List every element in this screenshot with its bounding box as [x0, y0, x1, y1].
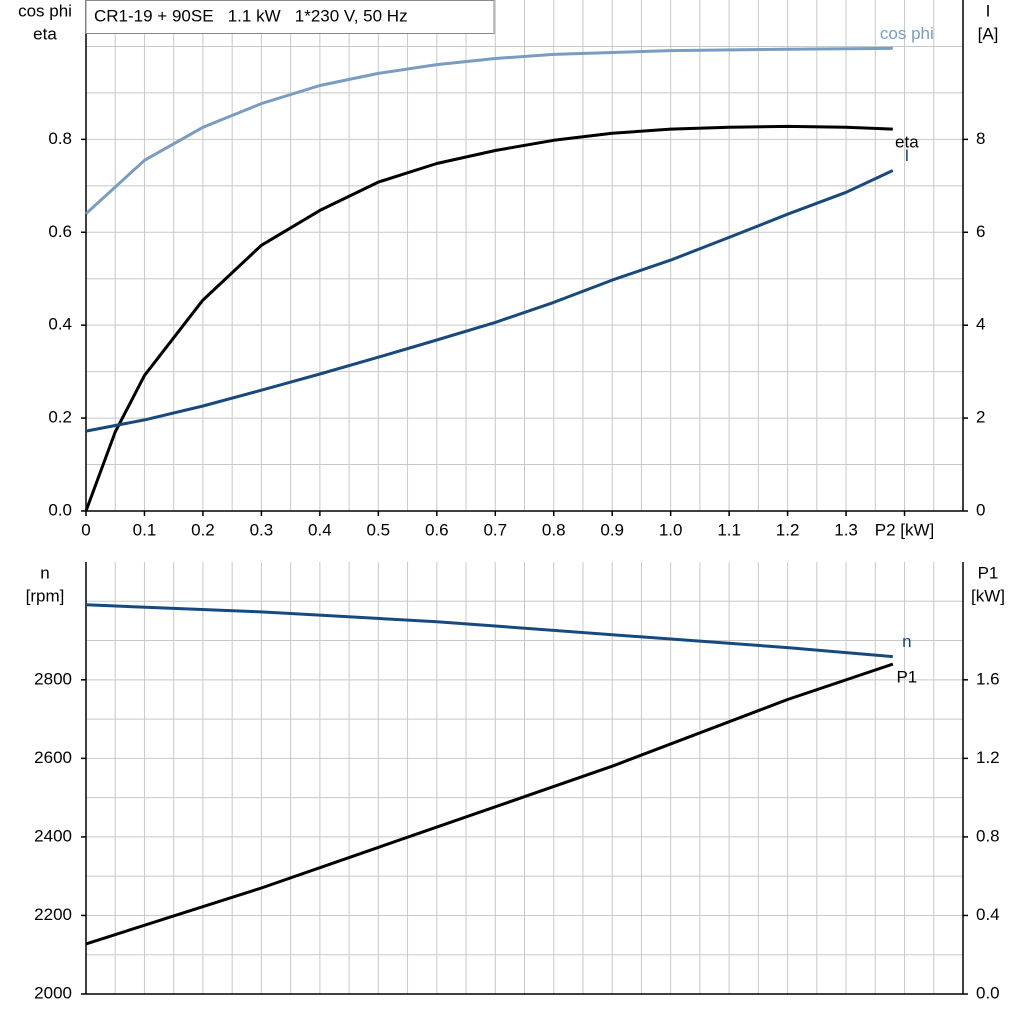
x-tick-label: 0.2 — [191, 520, 215, 539]
y2-tick-label: 1.6 — [976, 669, 1000, 688]
x-tick-label: 1.0 — [659, 520, 683, 539]
x-tick-label: 0.1 — [133, 520, 157, 539]
y-tick-label: 0.0 — [48, 500, 72, 519]
x-tick-label: 0.3 — [250, 520, 274, 539]
y-tick-label: 2400 — [34, 826, 72, 845]
y2-axis-label: I — [986, 1, 991, 20]
x-tick-label: 0 — [81, 520, 90, 539]
chart-title: CR1-19 + 90SE 1.1 kW 1*230 V, 50 Hz — [94, 6, 408, 25]
curve-label: I — [904, 146, 909, 165]
x-tick-label: 0.9 — [600, 520, 624, 539]
curve — [85, 603, 893, 659]
curve — [85, 662, 894, 946]
y-tick-label: 2800 — [34, 669, 72, 688]
x-tick-label: 0.6 — [425, 520, 449, 539]
y2-axis-label: P1 — [978, 563, 999, 582]
title-box — [85, 0, 495, 34]
y-axis-label: [rpm] — [26, 586, 65, 605]
x-tick-label: 1.3 — [834, 520, 858, 539]
y-tick-label: 0.4 — [48, 315, 72, 334]
curve-label: n — [902, 632, 911, 651]
y-tick-label: 2000 — [34, 983, 72, 1002]
y-axis-label: cos phi — [18, 1, 72, 20]
x-tick-label: P2 [kW] — [875, 520, 935, 539]
x-tick-label: 0.4 — [308, 520, 332, 539]
curve-label: cos phi — [880, 24, 934, 43]
curve — [85, 169, 894, 433]
y-axis-label: eta — [33, 24, 57, 43]
curve-label: P1 — [896, 668, 917, 687]
y-tick-label: 2600 — [34, 748, 72, 767]
y-axis-label: n — [40, 563, 49, 582]
x-tick-label: 1.1 — [717, 520, 741, 539]
y2-tick-label: 6 — [976, 222, 985, 241]
y2-tick-label: 8 — [976, 129, 985, 148]
curve — [84, 124, 893, 512]
y2-tick-label: 0.0 — [976, 983, 1000, 1002]
y-tick-label: 0.8 — [48, 129, 72, 148]
y-tick-label: 2200 — [34, 905, 72, 924]
x-tick-label: 0.7 — [483, 520, 507, 539]
y2-tick-label: 0 — [976, 500, 985, 519]
y2-tick-label: 1.2 — [976, 748, 1000, 767]
curve-label: eta — [895, 133, 919, 152]
y2-tick-label: 0.8 — [976, 826, 1000, 845]
y-tick-label: 0.6 — [48, 222, 72, 241]
curve — [84, 46, 893, 215]
y2-tick-label: 4 — [976, 315, 985, 334]
x-tick-label: 0.8 — [542, 520, 566, 539]
y2-axis-label: [A] — [978, 24, 999, 43]
y2-axis-label: [kW] — [971, 586, 1005, 605]
y-tick-label: 0.2 — [48, 408, 72, 427]
y2-tick-label: 0.4 — [976, 905, 1000, 924]
x-tick-label: 0.5 — [367, 520, 391, 539]
y2-tick-label: 2 — [976, 408, 985, 427]
x-tick-label: 1.2 — [776, 520, 800, 539]
